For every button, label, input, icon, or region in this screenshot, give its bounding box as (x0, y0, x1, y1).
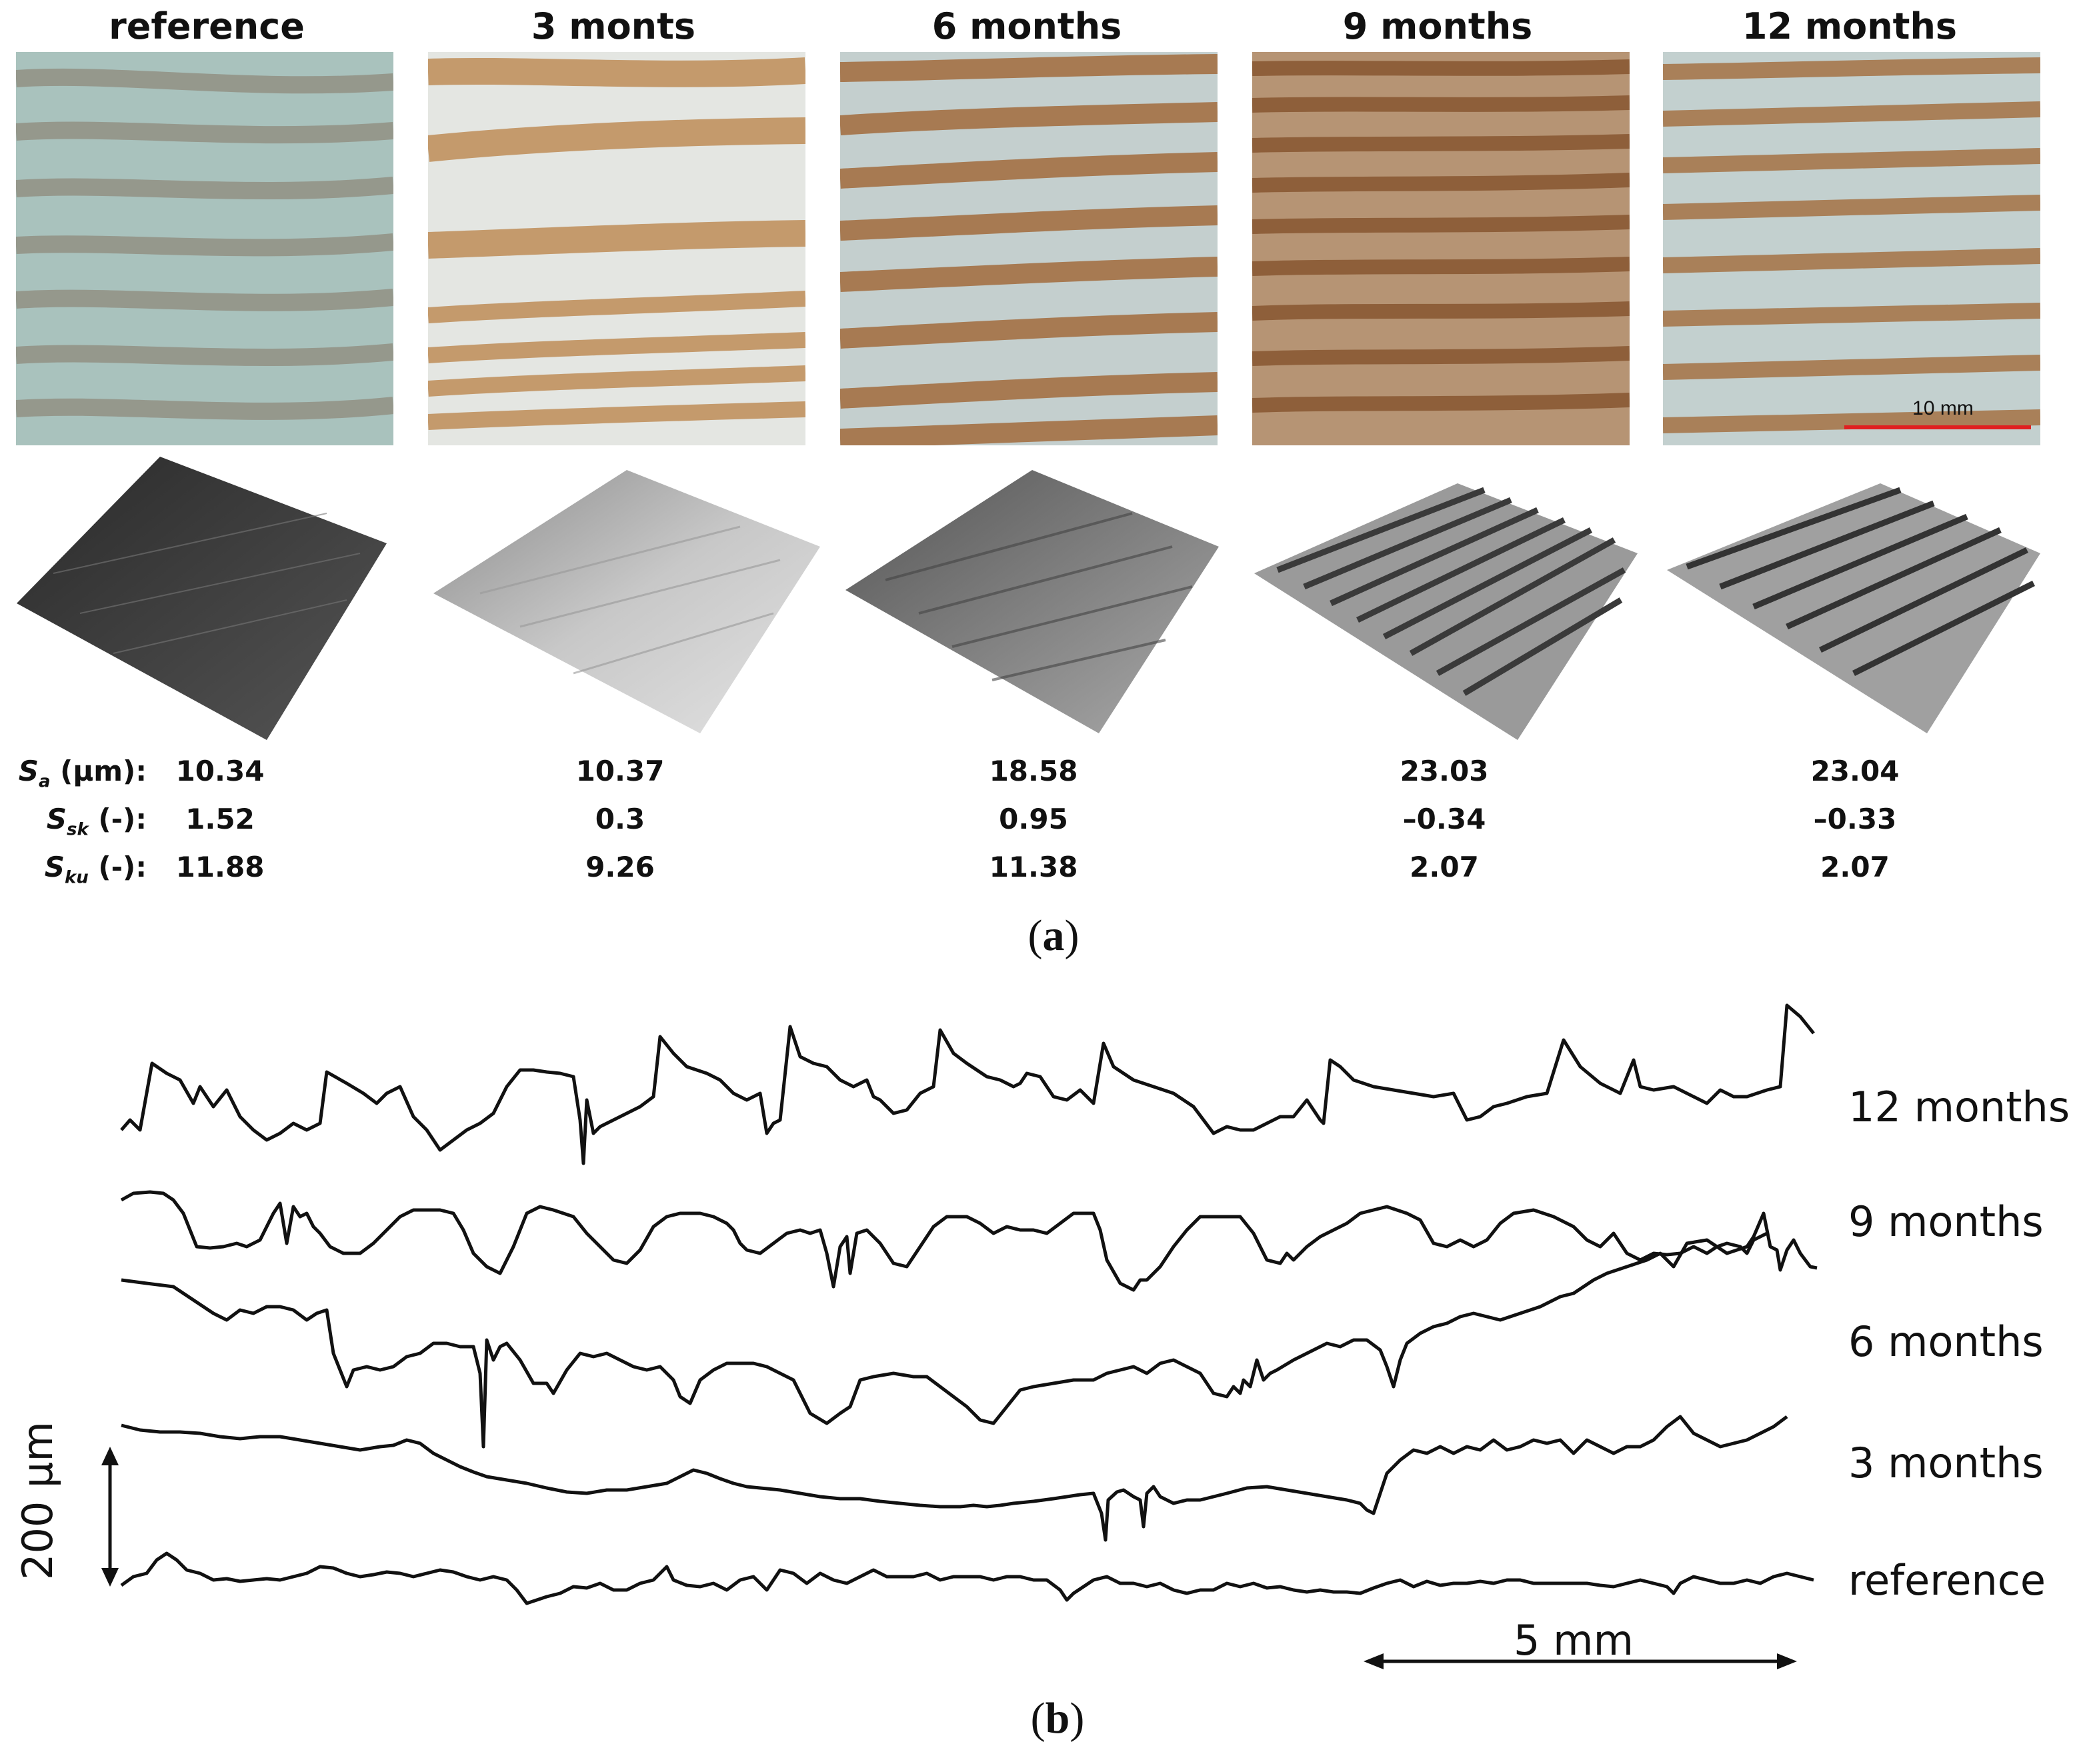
wood-photo-12-months: 10 mm (1663, 52, 2040, 445)
profile-9-months (120, 1190, 1768, 1292)
scale-bar (1844, 425, 2031, 429)
sa-value-6-months: 18.58 (989, 755, 1078, 787)
column-title-12-months: 12 months (1742, 5, 1958, 47)
sa-value-3-months: 10.37 (575, 755, 665, 787)
profile-label-3-months: 3 months (1848, 1439, 2044, 1487)
profile-label-9-months: 9 months (1848, 1197, 2044, 1246)
sku-value-reference: 11.88 (175, 851, 265, 883)
sku-value-9-months: 2.07 (1410, 851, 1479, 883)
relief-3d-12-months (1660, 453, 2060, 747)
ssk-value-12-months: –0.33 (1813, 803, 1897, 835)
profile-label-12-months: 12 months (1848, 1083, 2070, 1131)
wood-photo-reference (16, 52, 393, 445)
column-title-reference: reference (109, 5, 305, 47)
column-title-6-months: 6 months (931, 5, 1122, 47)
profile-label-reference: reference (1848, 1556, 2046, 1605)
relief-3d-9-months (1251, 453, 1651, 747)
sa-value-9-months: 23.03 (1400, 755, 1489, 787)
horizontal-scale-label: 5 mm (1514, 1616, 1634, 1665)
relief-3d-3-months (427, 453, 827, 747)
scale-bar-label: 10 mm (1912, 397, 1974, 419)
profile-reference (120, 1551, 1814, 1605)
vertical-scale-label: 200 µm (13, 1421, 62, 1580)
sku-value-3-months: 9.26 (585, 851, 655, 883)
relief-3d-6-months (839, 453, 1239, 747)
ssk-value-9-months: –0.34 (1402, 803, 1486, 835)
row-label-sku: Sku (-): (44, 851, 147, 888)
profile-plot (101, 1003, 1818, 1669)
horizontal-scale-arrow (1364, 1653, 1797, 1669)
ssk-value-reference: 1.52 (185, 803, 255, 835)
profile-6-months (121, 1211, 1818, 1449)
sku-value-6-months: 11.38 (989, 851, 1078, 883)
panel-label-a: (a) (1027, 911, 1080, 960)
vertical-scale-arrow (101, 1447, 119, 1587)
row-label-sa: Sa (µm): (18, 755, 147, 792)
wood-photo-3-months (428, 52, 805, 445)
profile-3-months (121, 1415, 1788, 1542)
panel-label-b: (b) (1030, 1694, 1085, 1743)
sa-value-12-months: 23.04 (1810, 755, 1900, 787)
sa-value-reference: 10.34 (175, 755, 265, 787)
column-title-9-months: 9 months (1342, 5, 1533, 47)
column-title-3-months: 3 monts (531, 5, 696, 47)
wood-photo-6-months (840, 52, 1218, 445)
ssk-value-3-months: 0.3 (595, 803, 645, 835)
sku-value-12-months: 2.07 (1820, 851, 1890, 883)
wood-photo-9-months (1252, 52, 1630, 445)
row-label-ssk: Ssk (-): (46, 803, 147, 840)
ssk-value-6-months: 0.95 (999, 803, 1068, 835)
scale-bar-group: 10 mm (1663, 52, 2040, 445)
profile-12-months (120, 1003, 1815, 1165)
profile-label-6-months: 6 months (1848, 1317, 2044, 1366)
relief-3d-reference (13, 453, 413, 747)
